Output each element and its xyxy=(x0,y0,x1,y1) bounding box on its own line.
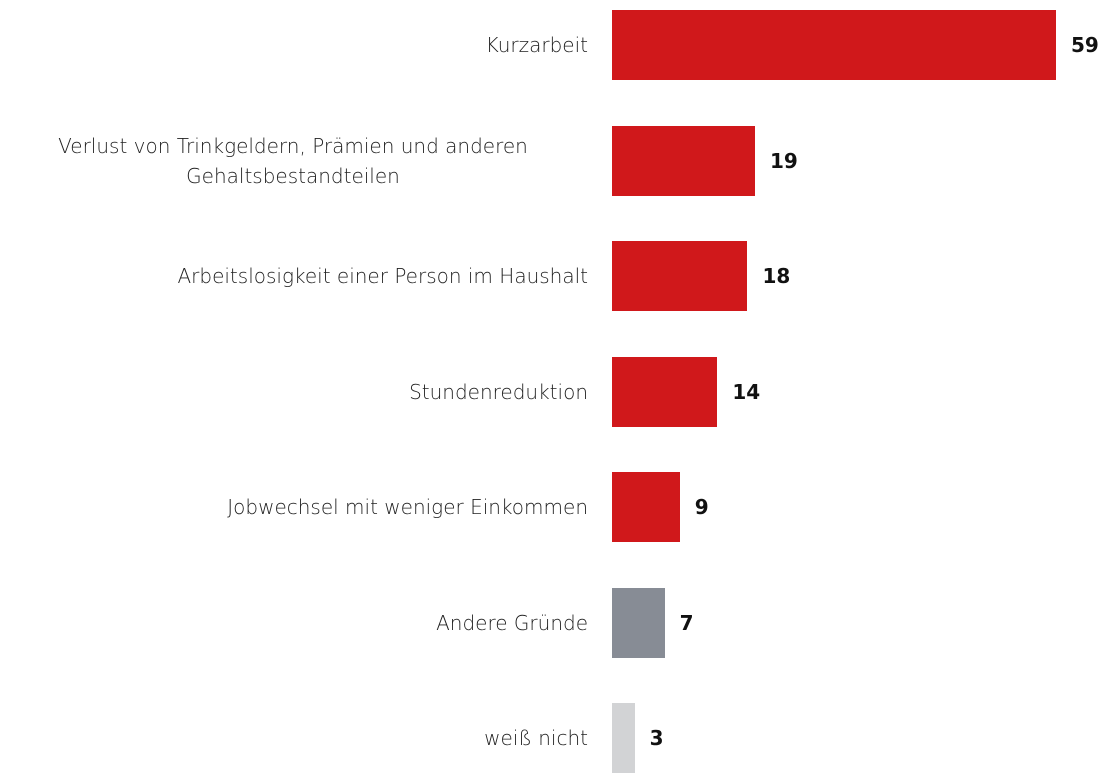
category-label: weiß nicht xyxy=(484,726,588,750)
bar-row: Andere Gründe 7 xyxy=(0,587,1106,658)
category-label: Jobwechsel mit weniger Einkommen xyxy=(227,495,588,519)
category-label: Kurzarbeit xyxy=(485,33,588,57)
bar xyxy=(612,587,665,658)
category-label-box: Verlust von Trinkgeldern, Prämien und an… xyxy=(0,126,588,196)
bar xyxy=(612,703,635,773)
value-label: 7 xyxy=(679,610,694,635)
category-label-box: Stundenreduktion xyxy=(0,357,588,427)
category-label: Andere Gründe xyxy=(436,610,588,635)
bar-row: Kurzarbeit 59 xyxy=(0,10,1106,80)
bar-row: Arbeitslosigkeit einer Person im Haushal… xyxy=(0,241,1106,311)
bar xyxy=(612,472,680,542)
category-label: Verlust von Trinkgeldern, Prämien und an… xyxy=(58,133,528,188)
bar xyxy=(612,125,755,196)
bar-row: Verlust von Trinkgeldern, Prämien und an… xyxy=(0,125,1106,196)
bar-row: Jobwechsel mit weniger Einkommen 9 xyxy=(0,472,1106,542)
bar xyxy=(612,10,1056,80)
category-label-box: Andere Gründe xyxy=(0,588,588,658)
category-label-box: Arbeitslosigkeit einer Person im Haushal… xyxy=(0,241,588,311)
value-label: 14 xyxy=(732,379,761,404)
bar-row: weiß nicht 3 xyxy=(0,703,1106,773)
bar xyxy=(612,241,748,311)
bar xyxy=(612,356,718,427)
bar-row: Stundenreduktion 14 xyxy=(0,356,1106,427)
value-label: 18 xyxy=(762,264,791,288)
value-label: 9 xyxy=(694,495,709,519)
category-label: Stundenreduktion xyxy=(409,379,588,404)
category-label: Arbeitslosigkeit einer Person im Haushal… xyxy=(177,264,588,288)
category-label-box: Jobwechsel mit weniger Einkommen xyxy=(0,472,588,542)
category-label-box: Kurzarbeit xyxy=(0,10,588,80)
value-label: 59 xyxy=(1071,33,1099,57)
value-label: 19 xyxy=(769,148,798,173)
value-label: 3 xyxy=(649,726,664,750)
category-label-box: weiß nicht xyxy=(0,703,588,773)
